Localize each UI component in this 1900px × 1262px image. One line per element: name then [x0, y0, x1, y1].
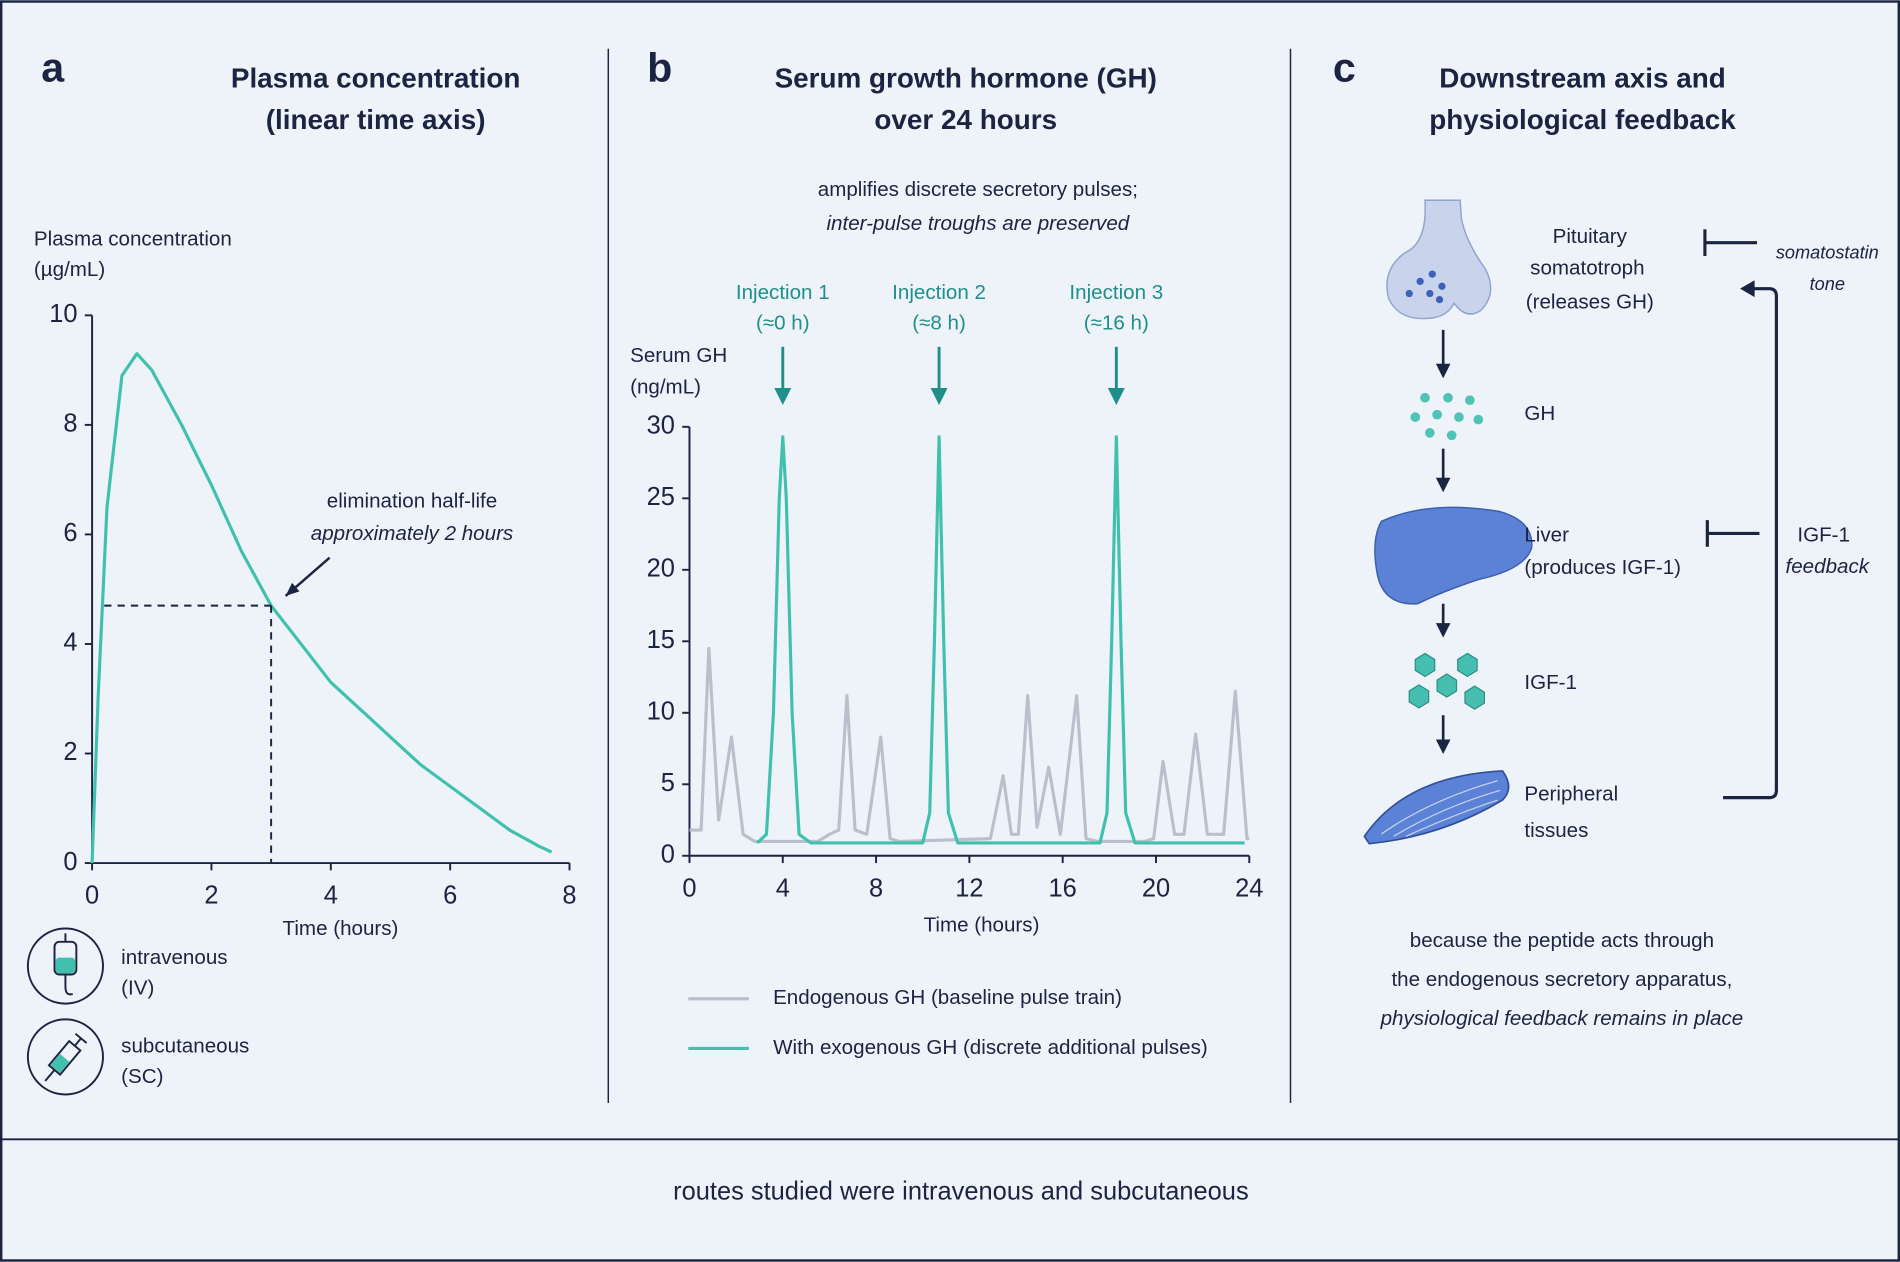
muscle-icon — [1363, 770, 1510, 845]
diagram-title: physiological feedback — [1429, 104, 1736, 135]
note: physiological feedback remains in place — [1380, 1007, 1744, 1030]
node-label: Pituitary — [1553, 225, 1628, 248]
feedback-label: tone — [1810, 274, 1845, 294]
chart-title: Plasma concentration — [231, 63, 521, 94]
x-tick-label: 0 — [682, 874, 696, 902]
y-axis-label: (µg/mL) — [34, 258, 105, 281]
y-tick-label: 15 — [647, 626, 675, 654]
feedback-lines — [1703, 229, 1778, 800]
y-tick-label: 10 — [647, 698, 675, 726]
diagram-title: Downstream axis and — [1439, 63, 1725, 94]
data-line — [689, 646, 1250, 844]
node-label: tissues — [1524, 819, 1588, 842]
node-label: (releases GH) — [1526, 291, 1654, 314]
legend-entry: Endogenous GH (baseline pulse train) — [773, 986, 1122, 1009]
y-axis-label: Serum GH — [630, 344, 727, 367]
sc-icon — [26, 1018, 104, 1096]
x-tick-label: 4 — [324, 882, 338, 910]
injection-arrowhead — [1107, 388, 1125, 406]
x-tick-label: 6 — [443, 882, 457, 910]
injection-label: (≈0 h) — [756, 311, 810, 334]
x-tick-label: 16 — [1049, 874, 1077, 902]
feedback-label: feedback — [1786, 555, 1871, 578]
chart-title: Serum growth hormone (GH) — [775, 63, 1157, 94]
note: the endogenous secretory apparatus, — [1391, 968, 1732, 991]
route-label: intravenous — [121, 946, 227, 969]
panel-label: c — [1333, 44, 1356, 90]
panel-label: a — [41, 44, 65, 90]
feedback-label: somatostatin — [1776, 242, 1879, 262]
x-tick-label: 0 — [85, 882, 99, 910]
injection-label: (≈8 h) — [912, 311, 966, 334]
x-axis-label: Time (hours) — [924, 913, 1040, 936]
x-tick-label: 12 — [955, 874, 983, 902]
y-tick-label: 2 — [63, 738, 77, 766]
y-tick-label: 6 — [63, 519, 77, 547]
note: because the peptide acts through — [1410, 929, 1714, 952]
route-label: subcutaneous — [121, 1035, 249, 1058]
y-tick-label: 0 — [63, 848, 77, 876]
injection-arrowhead — [774, 388, 792, 406]
y-axis-label: (ng/mL) — [630, 375, 701, 398]
data-line — [756, 435, 1245, 845]
iv-icon — [26, 927, 104, 1005]
igf1-icon — [1408, 652, 1485, 710]
subtitle: inter-pulse troughs are preserved — [826, 212, 1129, 235]
x-tick-label: 4 — [776, 874, 790, 902]
x-axis-label: Time (hours) — [283, 917, 399, 940]
y-tick-label: 8 — [63, 410, 77, 438]
injection-label: Injection 1 — [736, 281, 830, 304]
route-label: (SC) — [121, 1065, 163, 1088]
node-label: GH — [1524, 402, 1555, 425]
y-tick-label: 10 — [49, 300, 77, 328]
y-tick-label: 4 — [63, 629, 77, 657]
route-label: (IV) — [121, 977, 154, 1000]
y-tick-label: 25 — [647, 483, 675, 511]
flow-arrows — [1435, 329, 1451, 754]
node-label: somatotroph — [1530, 257, 1644, 280]
pituitary-icon — [1386, 199, 1492, 320]
feedback-label: IGF-1 — [1797, 523, 1850, 546]
y-axis-label: Plasma concentration — [34, 228, 232, 251]
chart-title: over 24 hours — [874, 104, 1057, 135]
x-tick-label: 2 — [204, 882, 218, 910]
subtitle: amplifies discrete secretory pulses; — [818, 178, 1138, 201]
node-label: IGF-1 — [1524, 671, 1577, 694]
y-tick-label: 20 — [647, 555, 675, 583]
gh-icon — [1410, 392, 1484, 441]
y-tick-label: 0 — [661, 840, 675, 868]
data-line — [90, 352, 553, 864]
node-label: Liver — [1524, 523, 1569, 546]
panel-label: b — [647, 44, 672, 90]
x-tick-label: 20 — [1142, 874, 1170, 902]
injection-label: Injection 2 — [892, 281, 986, 304]
y-tick-label: 5 — [661, 769, 675, 797]
legend-entry: With exogenous GH (discrete additional p… — [773, 1036, 1208, 1059]
x-tick-label: 8 — [869, 874, 883, 902]
injection-arrowhead — [930, 388, 948, 406]
x-tick-label: 24 — [1235, 874, 1263, 902]
x-tick-label: 8 — [562, 882, 576, 910]
injection-label: (≈16 h) — [1084, 311, 1149, 334]
injection-label: Injection 3 — [1069, 281, 1163, 304]
annotation: elimination half-life — [327, 489, 497, 512]
node-label: (produces IGF-1) — [1524, 556, 1681, 579]
liver-icon — [1374, 506, 1533, 605]
footer: routes studied were intravenous and subc… — [673, 1177, 1249, 1205]
annotation-arrowhead — [285, 582, 300, 596]
node-label: Peripheral — [1524, 783, 1618, 806]
annotation: approximately 2 hours — [311, 522, 513, 545]
y-tick-label: 30 — [647, 412, 675, 440]
chart-title: (linear time axis) — [266, 104, 486, 135]
